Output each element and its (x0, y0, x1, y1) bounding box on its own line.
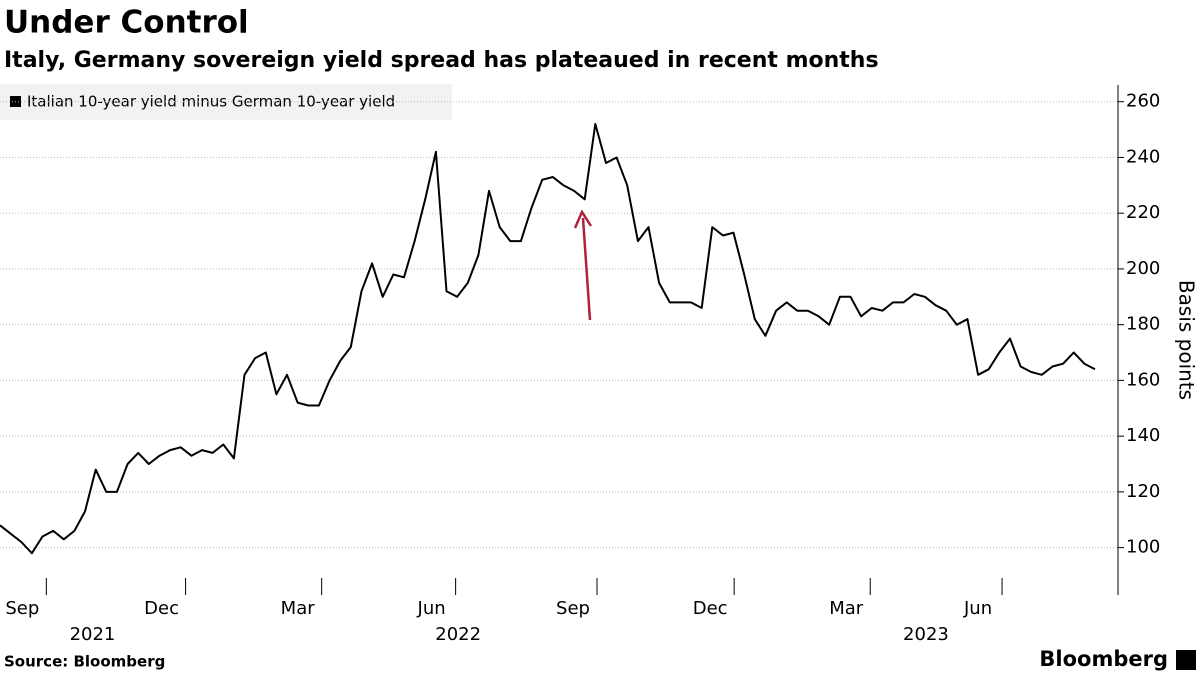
y-tick-label: 240 (1126, 146, 1160, 167)
y-tick-label: 100 (1126, 537, 1160, 558)
annotation-arrowhead (573, 209, 593, 229)
x-tick-label: Jun (417, 598, 446, 619)
chart-subtitle: Italy, Germany sovereign yield spread ha… (4, 48, 879, 73)
y-tick-label: 160 (1126, 369, 1160, 390)
brand: Bloomberg (1039, 647, 1168, 671)
x-tick-label: Mar (281, 598, 316, 619)
legend-label: Italian 10-year yield minus German 10-ye… (27, 93, 395, 111)
y-tick-label: 200 (1126, 258, 1160, 279)
annotation-arrow (581, 217, 592, 321)
x-tick-label: Jun (963, 598, 992, 619)
x-year-label: 2021 (70, 624, 116, 645)
series-line (0, 123, 1096, 555)
x-tick-label: Mar (829, 598, 864, 619)
y-axis-label: Basis points (1175, 280, 1199, 400)
y-tick-label: 180 (1126, 314, 1160, 335)
y-tick-label: 120 (1126, 481, 1160, 502)
x-tick-label: Dec (693, 598, 728, 619)
brand-icon (1176, 650, 1196, 670)
x-tick-label: Sep (5, 598, 39, 619)
x-year-label: 2023 (903, 624, 949, 645)
x-year-label: 2022 (435, 624, 481, 645)
y-tick-label: 140 (1126, 425, 1160, 446)
y-tick-label: 220 (1126, 202, 1160, 223)
x-tick-label: Dec (144, 598, 179, 619)
chart-title: Under Control (4, 5, 249, 41)
y-tick-label: 260 (1126, 91, 1160, 112)
x-tick-label: Sep (556, 598, 590, 619)
source: Source: Bloomberg (4, 653, 165, 671)
